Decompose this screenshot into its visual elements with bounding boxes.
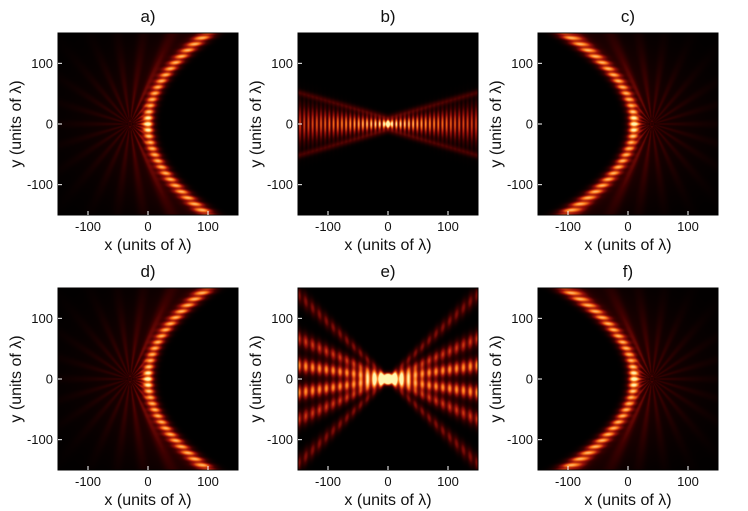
y-tick-label: 0 <box>46 117 53 132</box>
chart-panel: f) -100 0 100 -100 0 100 x (units of λ) y (units… <box>488 262 719 509</box>
y-tick-label: 100 <box>511 311 533 326</box>
y-tick-label: 0 <box>526 372 533 387</box>
y-tick-label: 100 <box>271 311 293 326</box>
x-tick-label: -100 <box>75 219 101 234</box>
panel-label: a) <box>140 7 155 26</box>
y-axis-label: y (units of λ) <box>248 335 265 422</box>
chart-panel: b) -100 0 100 -100 0 100 x (units of λ) y (units… <box>248 7 479 254</box>
y-tick-label: 100 <box>271 56 293 71</box>
heatmap-image <box>298 288 478 470</box>
y-tick-label: 100 <box>511 56 533 71</box>
heatmap-image <box>58 288 238 470</box>
x-tick-label: 0 <box>384 474 391 489</box>
y-tick-label: 0 <box>526 117 533 132</box>
x-axis-label: x (units of λ) <box>584 237 671 254</box>
y-tick-label: -100 <box>507 432 533 447</box>
y-tick-label: 0 <box>46 372 53 387</box>
x-tick-label: 0 <box>384 219 391 234</box>
y-tick-label: 0 <box>286 372 293 387</box>
x-tick-label: 100 <box>677 474 699 489</box>
x-axis-label: x (units of λ) <box>104 492 191 509</box>
x-axis-label: x (units of λ) <box>344 237 431 254</box>
panel-label: f) <box>623 262 633 281</box>
x-axis-label: x (units of λ) <box>344 492 431 509</box>
chart-panel: d) -100 0 100 -100 0 100 x (units of λ) y (units… <box>8 262 239 509</box>
x-tick-label: -100 <box>315 219 341 234</box>
y-tick-label: -100 <box>267 432 293 447</box>
x-tick-label: 0 <box>624 219 631 234</box>
x-tick-label: 100 <box>437 474 459 489</box>
x-tick-label: 0 <box>624 474 631 489</box>
chart-panel: c) -100 0 100 -100 0 100 x (units of λ) y (units… <box>488 7 719 254</box>
chart-panel: a) -100 0 100 -100 0 100 x (units of λ) y (units… <box>8 7 239 254</box>
heatmap-image <box>298 33 478 215</box>
y-tick-label: -100 <box>27 432 53 447</box>
x-tick-label: 100 <box>677 219 699 234</box>
y-tick-label: 100 <box>31 311 53 326</box>
x-tick-label: 100 <box>437 219 459 234</box>
y-tick-label: -100 <box>267 177 293 192</box>
y-tick-label: -100 <box>27 177 53 192</box>
y-axis-label: y (units of λ) <box>488 80 505 167</box>
y-axis-label: y (units of λ) <box>8 80 25 167</box>
x-tick-label: 100 <box>197 474 219 489</box>
panel-label: c) <box>621 7 635 26</box>
heatmap-image <box>58 33 238 215</box>
y-tick-label: 0 <box>286 117 293 132</box>
x-tick-label: -100 <box>75 474 101 489</box>
y-axis-label: y (units of λ) <box>488 335 505 422</box>
chart-panel: e) -100 0 100 -100 0 100 x (units of λ) y (units… <box>248 262 479 509</box>
y-axis-label: y (units of λ) <box>248 80 265 167</box>
x-tick-label: 100 <box>197 219 219 234</box>
x-axis-label: x (units of λ) <box>104 237 191 254</box>
y-tick-label: 100 <box>31 56 53 71</box>
panel-label: b) <box>380 7 395 26</box>
y-tick-label: -100 <box>507 177 533 192</box>
heatmap-image <box>538 33 718 215</box>
x-tick-label: 0 <box>144 219 151 234</box>
x-axis-label: x (units of λ) <box>584 492 671 509</box>
panel-label: d) <box>140 262 155 281</box>
x-tick-label: -100 <box>555 219 581 234</box>
x-tick-label: 0 <box>144 474 151 489</box>
y-axis-label: y (units of λ) <box>8 335 25 422</box>
x-tick-label: -100 <box>555 474 581 489</box>
x-tick-label: -100 <box>315 474 341 489</box>
panel-label: e) <box>380 262 395 281</box>
heatmap-image <box>538 288 718 470</box>
